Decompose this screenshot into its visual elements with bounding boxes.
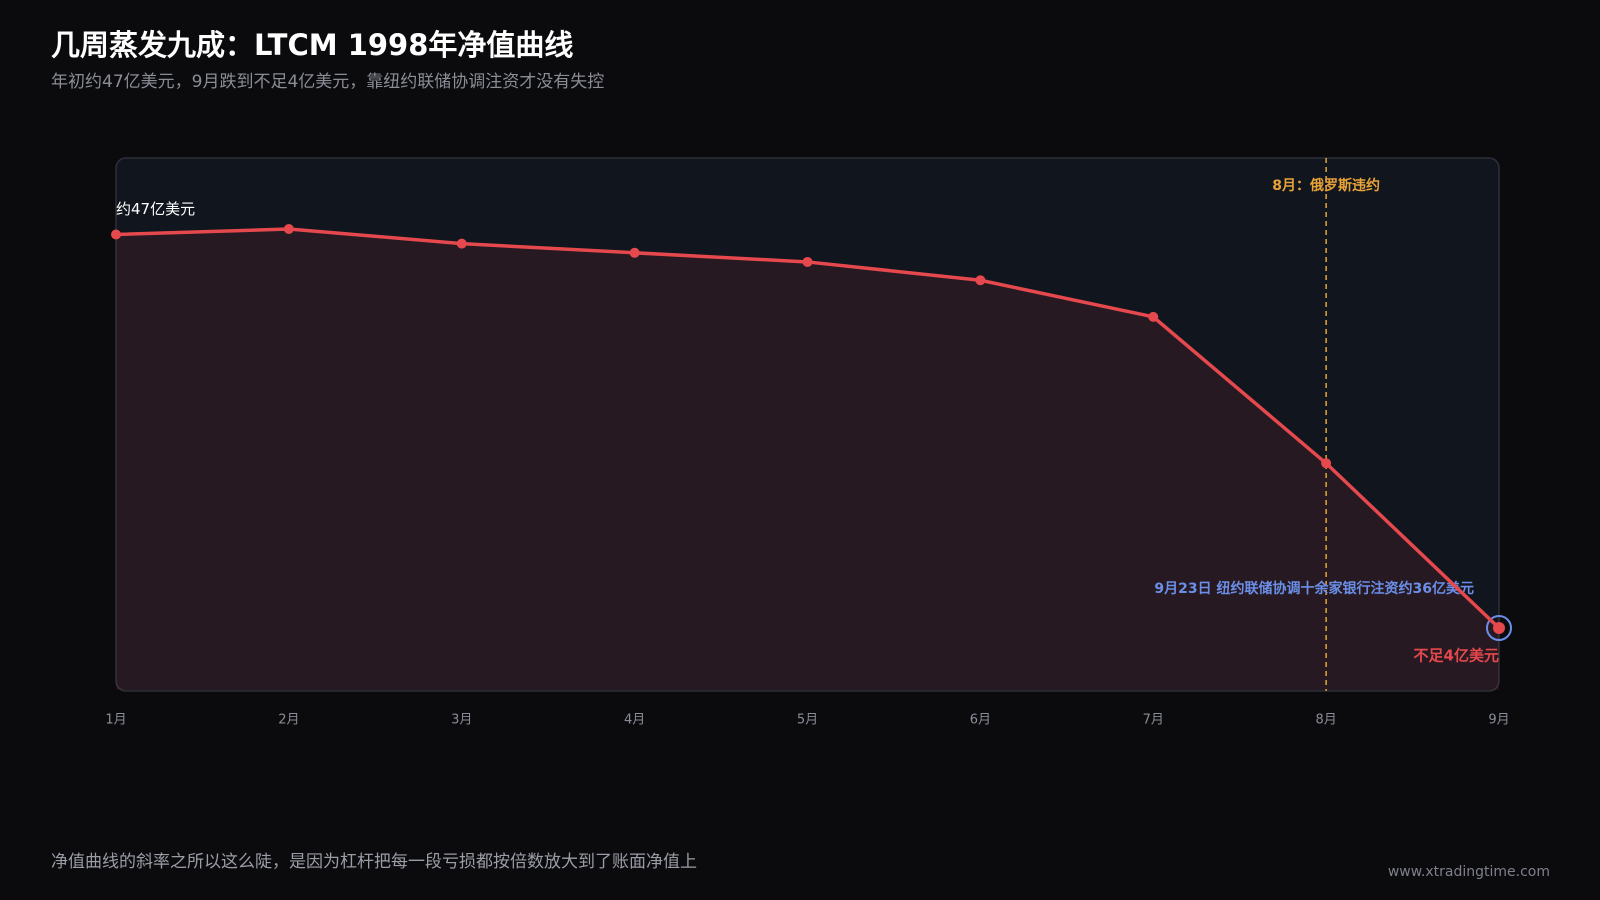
x-tick-label: 4月 <box>624 713 645 728</box>
point <box>456 238 467 249</box>
x-tick-label: 1月 <box>105 713 126 728</box>
x-tick-label: 9月 <box>1488 713 1509 728</box>
point <box>629 247 640 258</box>
plot-area <box>115 157 1500 692</box>
point <box>975 275 986 286</box>
x-tick-label: 5月 <box>797 713 818 728</box>
x-tick-label: 3月 <box>451 713 472 728</box>
area-fill <box>116 229 1499 690</box>
footer-source: www.xtradingtime.com <box>1388 864 1550 880</box>
x-tick-label: 6月 <box>970 713 991 728</box>
annotation-ring <box>1486 615 1512 641</box>
x-tick-label: 7月 <box>1143 713 1164 728</box>
point <box>802 256 813 267</box>
point <box>1321 458 1332 469</box>
point <box>1148 311 1159 322</box>
point <box>283 224 294 234</box>
chart-subtitle: 年初约47亿美元，9月跌到不足4亿美元，靠纽约联储协调注资才没有失控 <box>51 72 604 92</box>
x-tick-label: 8月 <box>1315 713 1336 728</box>
x-tick-label: 2月 <box>278 713 299 728</box>
value-label: 约47亿美元 <box>116 200 195 218</box>
annotation-text: 9月23日 纽约联储协调十余家银行注资约36亿美元 <box>1154 580 1474 597</box>
footer-note: 净值曲线的斜率之所以这么陡，是因为杠杆把每一段亏损都按倍数放大到了账面净值上 <box>51 852 697 872</box>
value-label: 不足4亿美元 <box>1414 647 1499 665</box>
point <box>111 229 121 240</box>
point <box>1493 622 1505 634</box>
chart-title: 几周蒸发九成：LTCM 1998年净值曲线 <box>51 28 573 62</box>
annotation-text: 8月：俄罗斯违约 <box>1272 177 1380 194</box>
